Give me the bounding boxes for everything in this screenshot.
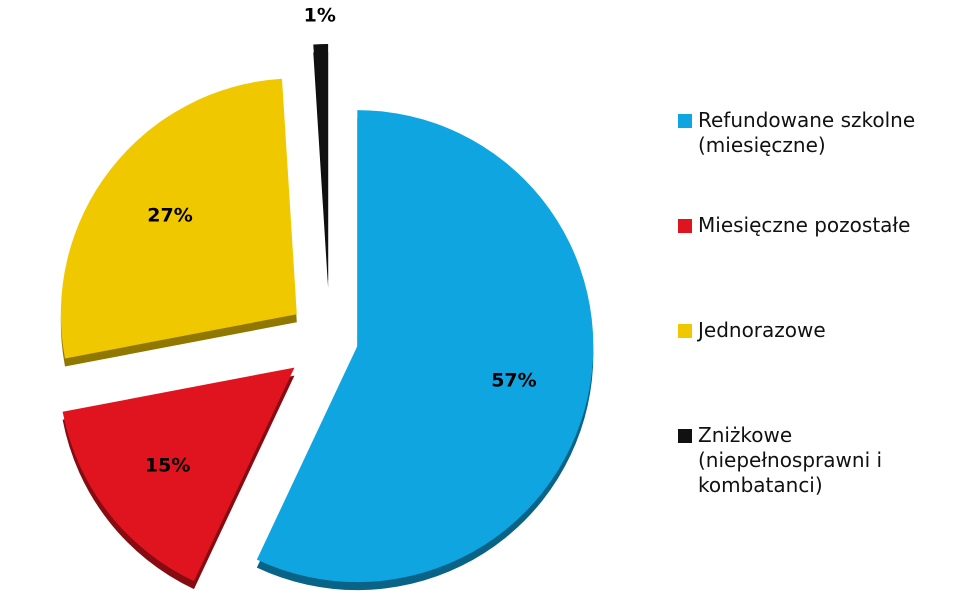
legend: Refundowane szkolne (miesięczne) Miesięcz… [678, 108, 948, 528]
data-label: 1% [304, 4, 336, 26]
legend-item: Jednorazowe [678, 318, 948, 423]
legend-label: Refundowane szkolne (miesięczne) [698, 108, 916, 157]
legend-swatch [678, 324, 692, 338]
legend-item: Miesięczne pozostałe [678, 213, 948, 318]
legend-swatch [678, 219, 692, 233]
slice [60, 78, 297, 359]
legend-label: Jednorazowe [698, 318, 826, 342]
legend-swatch [678, 429, 692, 443]
slice [256, 110, 594, 583]
legend-item: Refundowane szkolne (miesięczne) [678, 108, 948, 213]
data-label: 57% [491, 370, 536, 392]
data-label: 15% [145, 454, 190, 476]
slice [313, 44, 329, 281]
legend-label: Zniżkowe (niepełnosprawni i kombatanci) [698, 423, 883, 497]
slice [62, 367, 295, 582]
legend-item: Zniżkowe (niepełnosprawni i kombatanci) [678, 423, 948, 528]
legend-label: Miesięczne pozostałe [698, 213, 911, 237]
legend-swatch [678, 114, 692, 128]
data-label: 27% [147, 204, 192, 226]
